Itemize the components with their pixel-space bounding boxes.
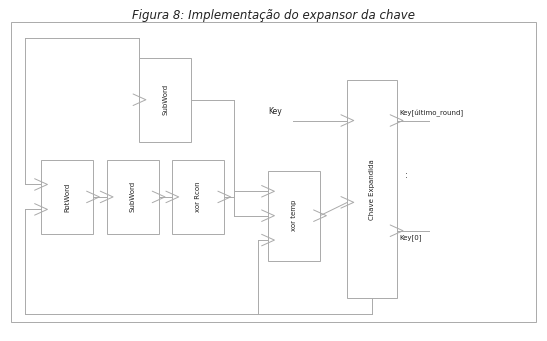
Text: Key[último_round]: Key[último_round] bbox=[399, 110, 463, 117]
Text: Key[0]: Key[0] bbox=[399, 234, 422, 241]
Text: SubWord: SubWord bbox=[162, 84, 168, 115]
Text: Figura 8: Implementação do expansor da chave: Figura 8: Implementação do expansor da c… bbox=[132, 9, 415, 21]
Bar bbox=[107, 160, 159, 234]
Bar bbox=[11, 22, 536, 322]
Text: SubWord: SubWord bbox=[130, 181, 136, 212]
Bar bbox=[139, 58, 191, 142]
Text: :: : bbox=[405, 171, 408, 180]
Text: xor temp: xor temp bbox=[291, 200, 297, 232]
Bar bbox=[268, 170, 320, 261]
Text: Key: Key bbox=[268, 107, 282, 117]
Text: xor Rcon: xor Rcon bbox=[195, 182, 201, 212]
Bar bbox=[347, 80, 397, 298]
Bar bbox=[172, 160, 224, 234]
Text: RotWord: RotWord bbox=[64, 182, 70, 211]
Bar bbox=[41, 160, 93, 234]
Text: Chave Expandida: Chave Expandida bbox=[369, 159, 375, 220]
